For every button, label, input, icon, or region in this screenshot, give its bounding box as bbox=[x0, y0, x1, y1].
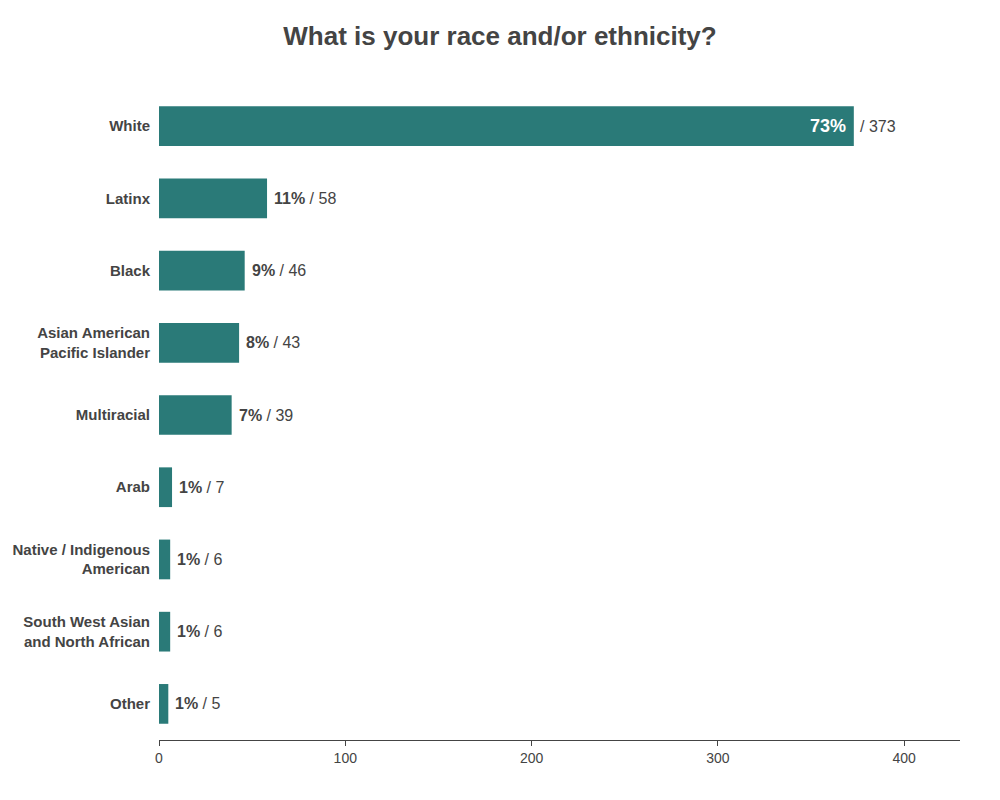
svg-text:White: White bbox=[109, 117, 150, 134]
svg-text:7% / 39: 7% / 39 bbox=[239, 407, 293, 424]
svg-text:1% / 7: 1% / 7 bbox=[179, 479, 224, 496]
svg-text:Arab: Arab bbox=[116, 478, 150, 495]
svg-text:Multiracial: Multiracial bbox=[76, 406, 150, 423]
svg-text:73%: 73% bbox=[810, 116, 846, 136]
svg-text:1% / 6: 1% / 6 bbox=[177, 623, 222, 640]
svg-text:9% / 46: 9% / 46 bbox=[252, 262, 306, 279]
svg-text:1% / 5: 1% / 5 bbox=[175, 695, 220, 712]
svg-text:Latinx: Latinx bbox=[106, 190, 151, 207]
svg-text:100: 100 bbox=[334, 750, 358, 766]
svg-text:/ 373: / 373 bbox=[860, 118, 896, 135]
svg-text:Black: Black bbox=[110, 262, 151, 279]
svg-text:300: 300 bbox=[706, 750, 730, 766]
svg-text:South West Asianand North Afri: South West Asianand North African bbox=[23, 613, 150, 650]
svg-text:Asian AmericanPacific Islander: Asian AmericanPacific Islander bbox=[37, 324, 150, 361]
svg-text:11% / 58: 11% / 58 bbox=[274, 190, 336, 207]
svg-text:200: 200 bbox=[520, 750, 544, 766]
svg-text:What is your race and/or ethni: What is your race and/or ethnicity? bbox=[283, 21, 716, 51]
svg-text:400: 400 bbox=[892, 750, 916, 766]
svg-text:0: 0 bbox=[155, 750, 163, 766]
svg-text:Native / IndigenousAmerican: Native / IndigenousAmerican bbox=[12, 541, 150, 578]
svg-text:1% / 6: 1% / 6 bbox=[177, 551, 222, 568]
svg-text:8% / 43: 8% / 43 bbox=[246, 334, 300, 351]
svg-text:Other: Other bbox=[110, 695, 150, 712]
